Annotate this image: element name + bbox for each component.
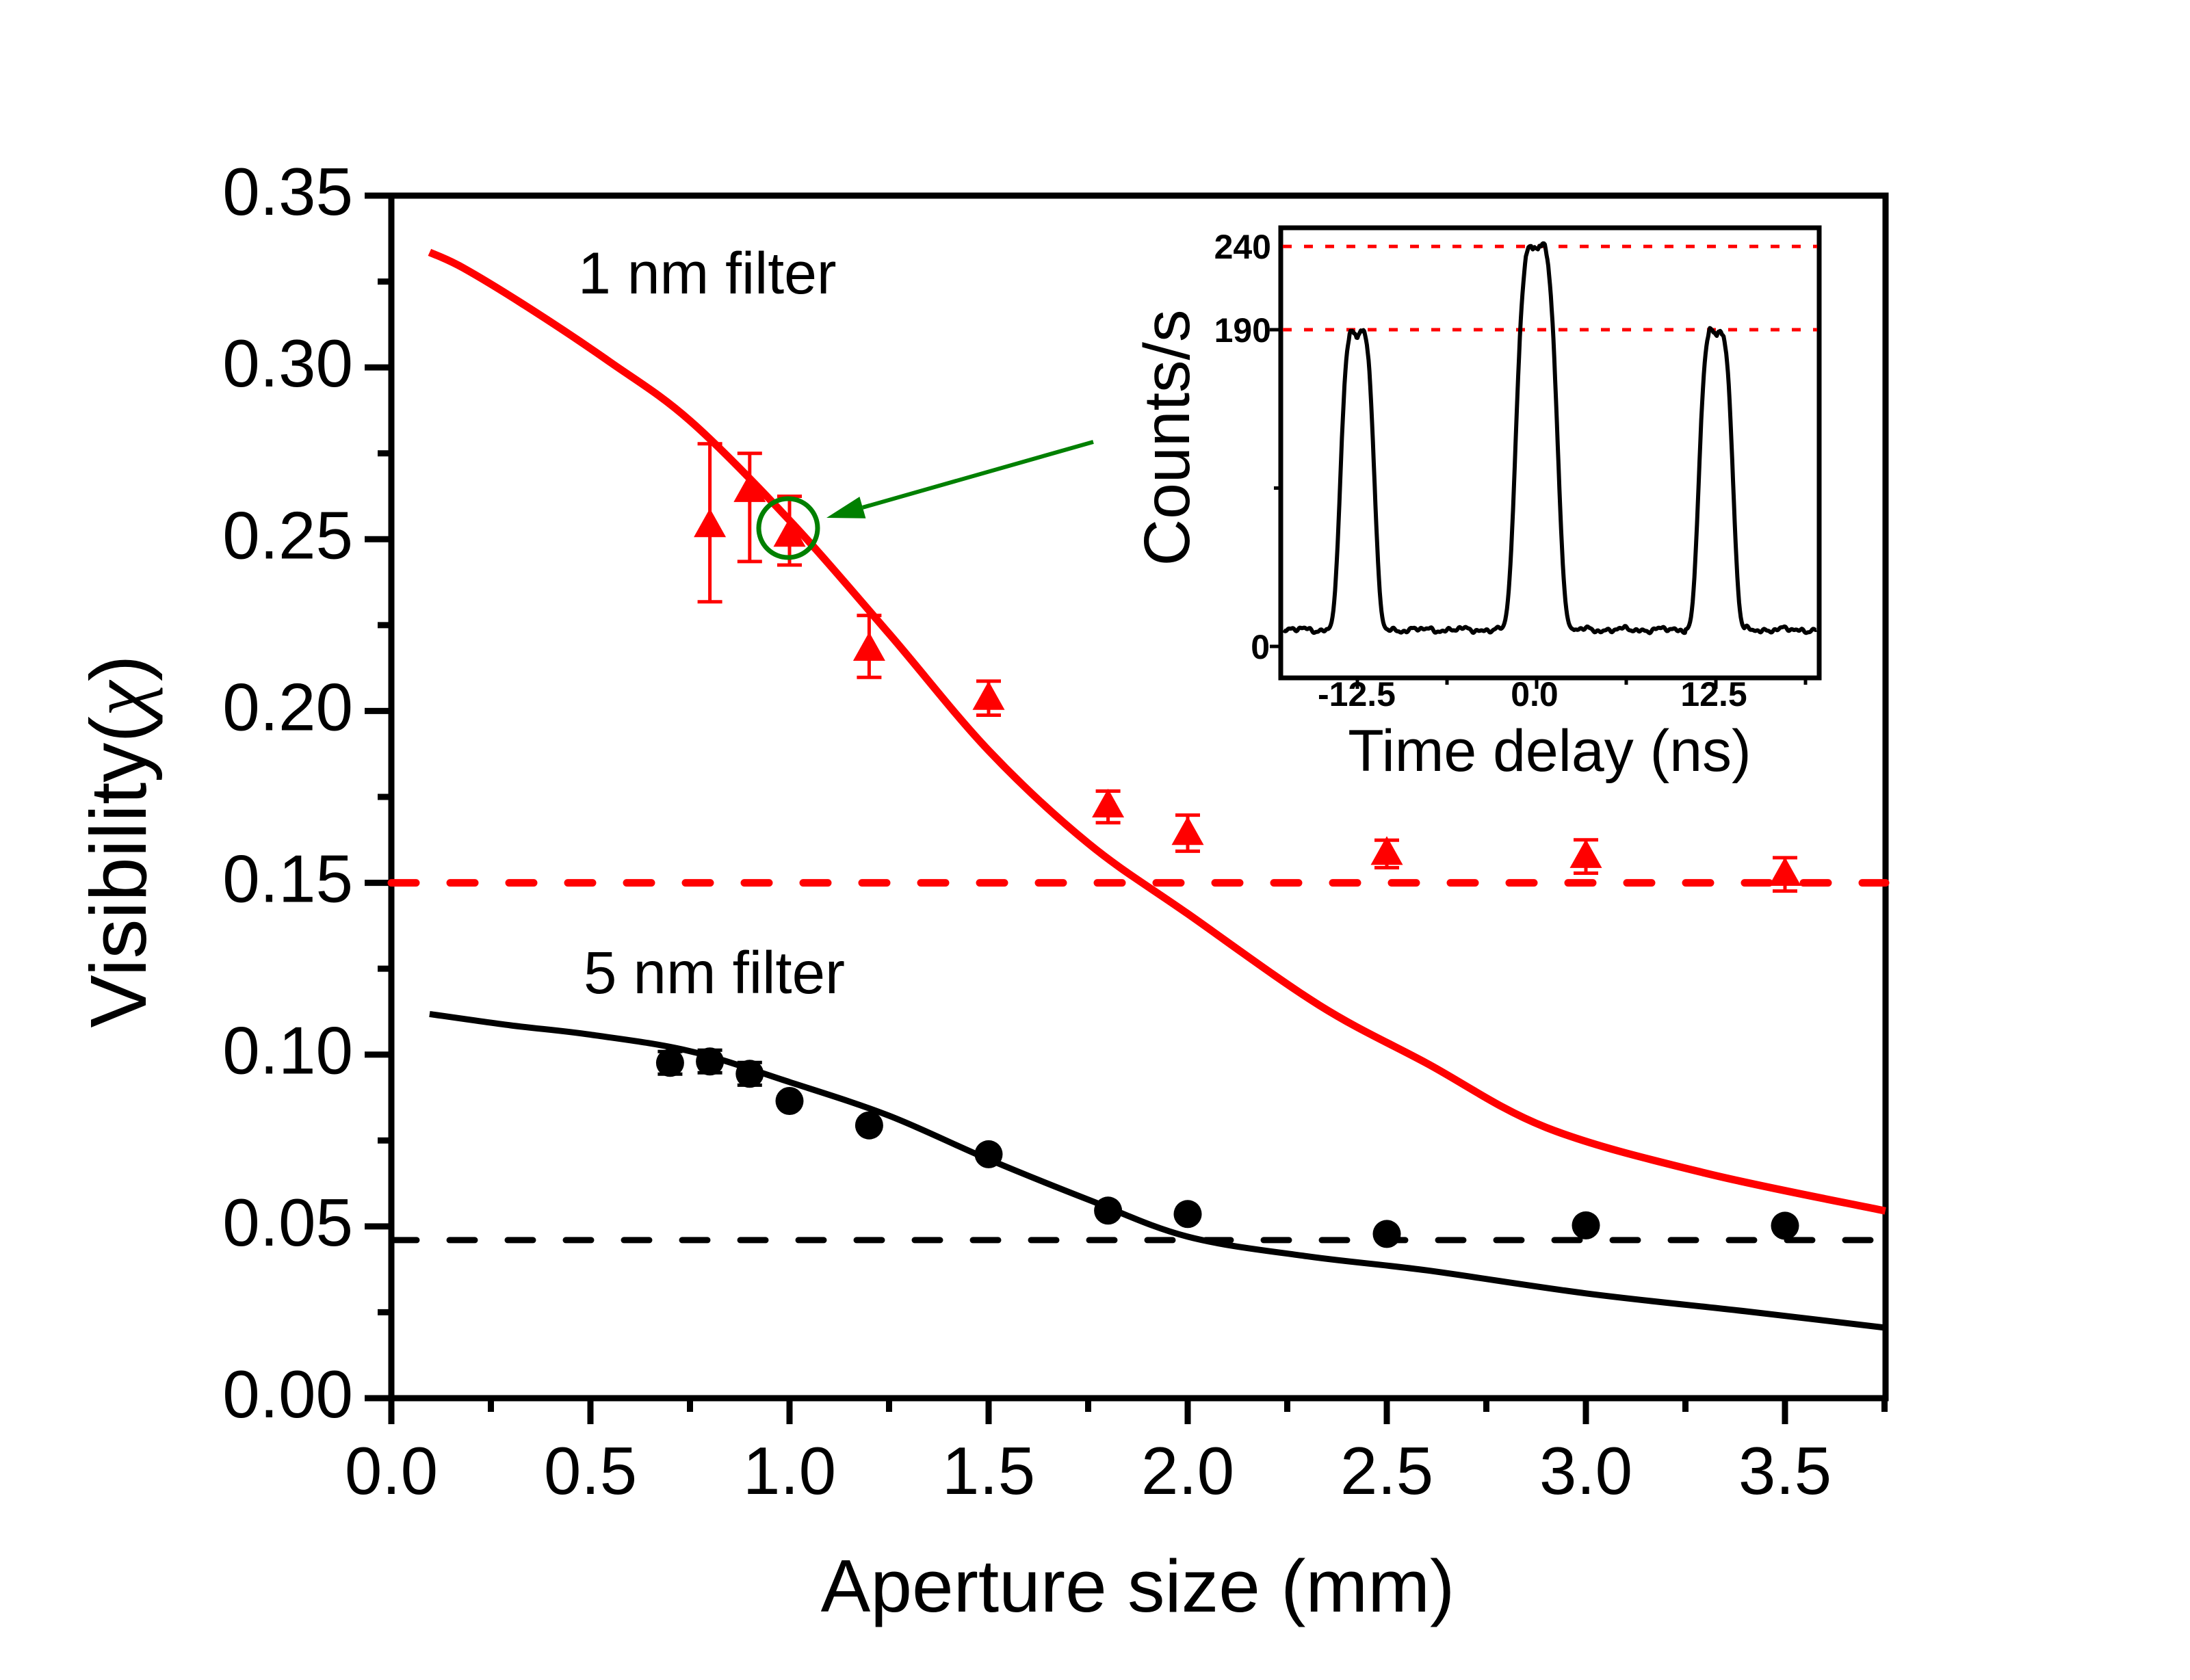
svg-text:0.30: 0.30 bbox=[222, 326, 353, 401]
svg-text:2.5: 2.5 bbox=[1340, 1433, 1433, 1508]
svg-text:0.10: 0.10 bbox=[222, 1013, 353, 1088]
svg-text:240: 240 bbox=[1214, 228, 1271, 266]
svg-text:0.15: 0.15 bbox=[222, 841, 353, 917]
svg-text:0.20: 0.20 bbox=[222, 669, 353, 744]
svg-text:190: 190 bbox=[1214, 311, 1271, 350]
svg-text:3.0: 3.0 bbox=[1539, 1433, 1632, 1508]
svg-text:1 nm filter: 1 nm filter bbox=[578, 241, 837, 306]
svg-text:Time delay (ns): Time delay (ns) bbox=[1348, 718, 1751, 784]
svg-text:1.5: 1.5 bbox=[942, 1433, 1035, 1508]
svg-text:3.5: 3.5 bbox=[1738, 1433, 1831, 1508]
svg-text:Aperture size (mm): Aperture size (mm) bbox=[821, 1545, 1455, 1628]
svg-text:2.0: 2.0 bbox=[1141, 1433, 1234, 1508]
svg-text:0: 0 bbox=[1251, 628, 1270, 666]
svg-text:12.5: 12.5 bbox=[1680, 675, 1747, 713]
svg-text:-12.5: -12.5 bbox=[1318, 675, 1396, 713]
svg-text:Counts/s: Counts/s bbox=[1131, 310, 1203, 566]
svg-text:0.05: 0.05 bbox=[222, 1185, 353, 1260]
svg-text:Visibility(χ): Visibility(χ) bbox=[74, 655, 164, 1027]
svg-text:0.35: 0.35 bbox=[222, 154, 353, 229]
svg-text:5 nm filter: 5 nm filter bbox=[584, 940, 845, 1006]
svg-text:0.5: 0.5 bbox=[544, 1433, 637, 1508]
svg-text:0.25: 0.25 bbox=[222, 497, 353, 573]
svg-text:1.0: 1.0 bbox=[743, 1433, 836, 1508]
svg-text:0.0: 0.0 bbox=[1511, 675, 1559, 713]
svg-text:0.0: 0.0 bbox=[345, 1433, 438, 1508]
svg-text:0.00: 0.00 bbox=[222, 1356, 353, 1432]
